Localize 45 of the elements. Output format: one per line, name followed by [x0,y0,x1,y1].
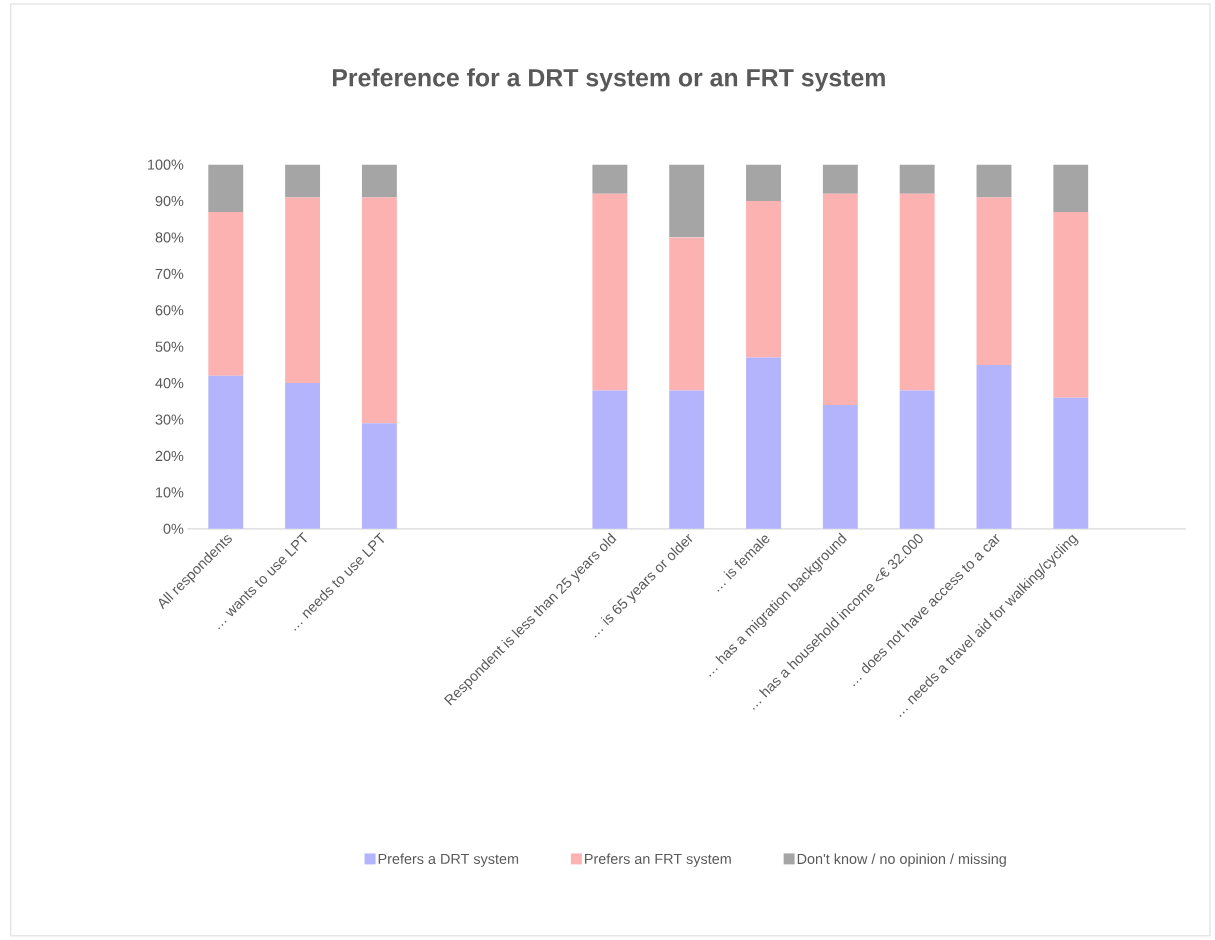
bar [746,201,781,358]
bar [361,164,397,198]
bar [1053,397,1089,529]
chart-title: Preference for a DRT system or an FRT system [332,68,885,92]
bar [976,197,1012,365]
bar [822,193,858,406]
legend-label: Prefers a DRT system [378,853,519,867]
bar [592,390,628,529]
bar [899,193,935,391]
bar [208,375,244,529]
bar [899,390,935,529]
y-tick-label: 90% [155,196,184,207]
bar [361,197,397,424]
y-tick-label: 60% [155,305,184,316]
bar [746,164,781,202]
bar [285,197,321,384]
bar [208,212,244,376]
bar [976,364,1012,529]
bar [592,164,628,194]
bar [1053,164,1089,213]
bar [669,390,705,529]
bar [822,164,858,194]
legend-label: Don't know / no opinion / missing [797,853,1006,867]
bar [669,237,705,391]
y-tick-label: 100% [148,159,184,170]
y-tick-label: 80% [155,232,184,243]
bar [285,164,321,198]
bar [746,357,781,529]
bar [208,164,244,213]
y-tick-label: 20% [155,450,184,462]
y-tick-label: 10% [156,487,184,498]
bar [976,164,1012,198]
y-tick-label: 30% [155,414,184,425]
y-tick-label: 70% [155,268,184,280]
bar [361,423,397,529]
legend-label: Prefers an FRT system [585,853,731,867]
bar [822,405,858,529]
y-tick-label: 40% [155,378,184,389]
bar [669,164,705,238]
bar [285,383,321,529]
y-tick-label: 50% [155,341,184,352]
bar [899,164,935,194]
bar [592,193,628,391]
bar [1053,212,1089,398]
y-tick-label: 0% [163,523,184,534]
